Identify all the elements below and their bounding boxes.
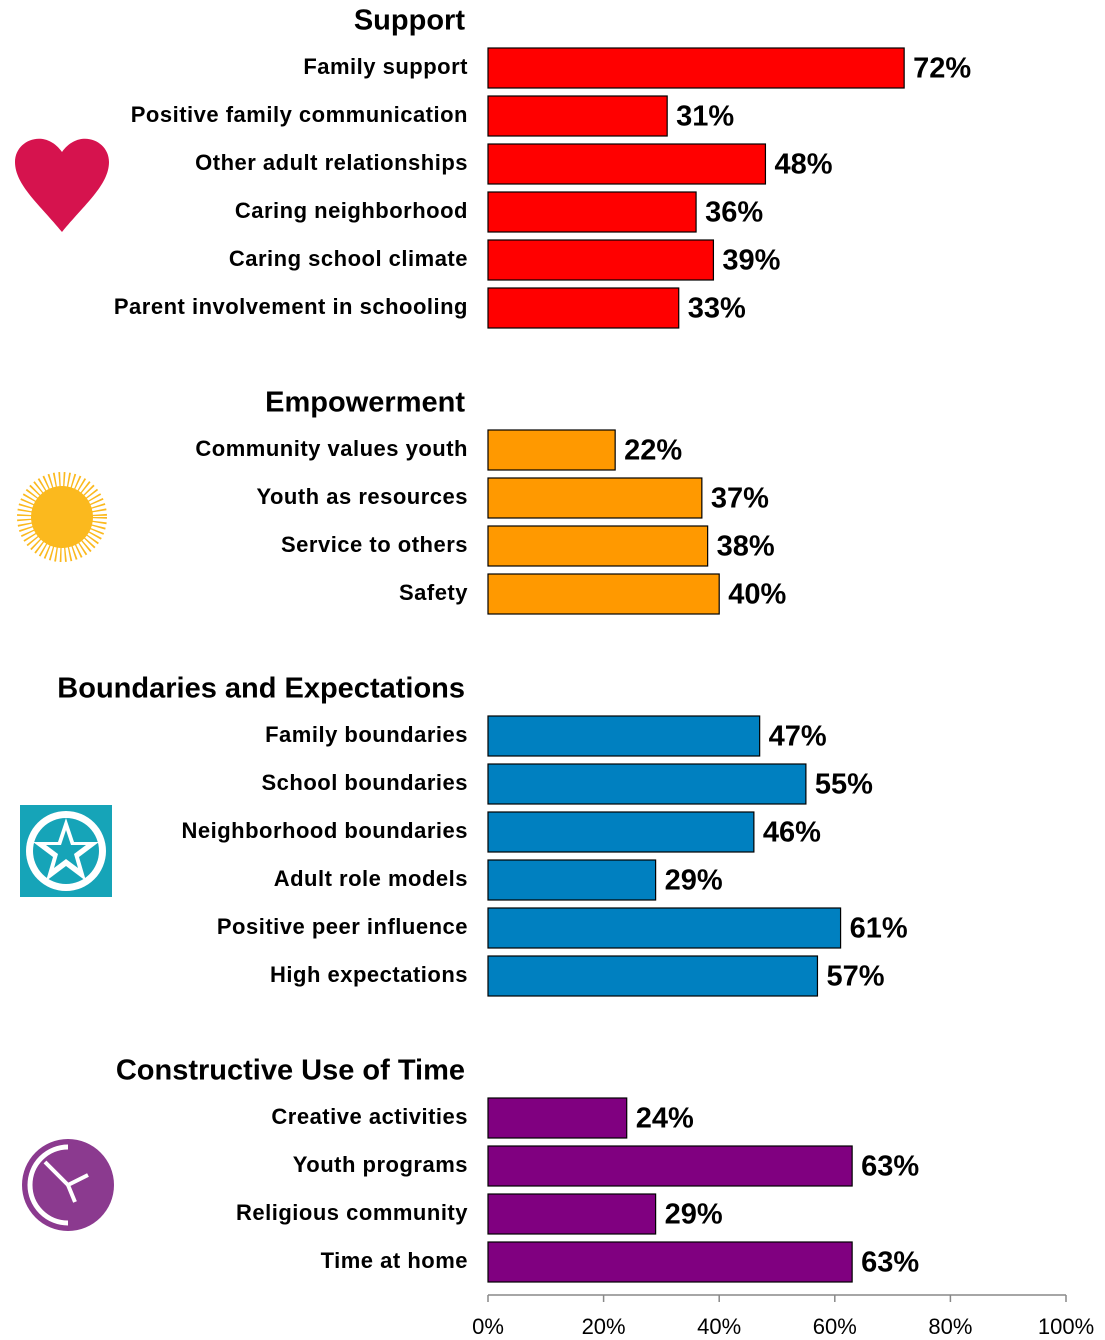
value-label: 36% (705, 197, 763, 229)
bar (487, 1097, 628, 1139)
bar (487, 811, 755, 853)
bar (487, 477, 703, 519)
value-label: 29% (665, 865, 723, 897)
category-label: Time at home (321, 1248, 468, 1273)
value-label: 63% (861, 1247, 919, 1279)
sun-icon (17, 472, 107, 562)
value-label: 39% (722, 245, 780, 277)
clock-icon (22, 1139, 114, 1231)
bar (487, 95, 668, 137)
category-label: Adult role models (274, 866, 468, 891)
x-tick-label: 0% (472, 1314, 504, 1339)
value-label: 24% (636, 1103, 694, 1135)
group-title: Constructive Use of Time (116, 1055, 465, 1087)
value-label: 31% (676, 101, 734, 133)
value-label: 37% (711, 483, 769, 515)
x-tick-label: 20% (582, 1314, 626, 1339)
value-label: 22% (624, 435, 682, 467)
category-label: Creative activities (271, 1104, 468, 1129)
x-tick-label: 80% (928, 1314, 972, 1339)
category-label: High expectations (270, 962, 468, 987)
value-label: 47% (769, 721, 827, 753)
bar (487, 763, 807, 805)
bar (487, 907, 842, 949)
value-label: 63% (861, 1151, 919, 1183)
value-label: 55% (815, 769, 873, 801)
bar (487, 1241, 853, 1283)
value-label: 46% (763, 817, 821, 849)
value-label: 57% (826, 961, 884, 993)
bar (487, 859, 657, 901)
bar (487, 47, 905, 89)
value-label: 38% (717, 531, 775, 563)
category-label: Family support (303, 54, 468, 79)
category-label: Positive peer influence (217, 914, 468, 939)
category-label: Positive family communication (131, 102, 468, 127)
bar (487, 573, 720, 615)
star-icon (20, 805, 112, 897)
bar (487, 287, 680, 329)
bar (487, 239, 715, 281)
value-label: 40% (728, 579, 786, 611)
category-label: Community values youth (195, 436, 468, 461)
category-label: School boundaries (261, 770, 468, 795)
bar (487, 955, 819, 997)
category-label: Religious community (236, 1200, 468, 1225)
group-title: Boundaries and Expectations (57, 673, 465, 705)
category-label: Parent involvement in schooling (114, 294, 468, 319)
category-label: Family boundaries (265, 722, 468, 747)
value-label: 29% (665, 1199, 723, 1231)
bar (487, 1193, 657, 1235)
x-tick-label: 40% (697, 1314, 741, 1339)
category-label: Youth as resources (256, 484, 468, 509)
bar (487, 143, 767, 185)
category-label: Safety (399, 580, 468, 605)
x-tick-label: 60% (813, 1314, 857, 1339)
category-label: Youth programs (293, 1152, 468, 1177)
bar (487, 429, 616, 471)
value-label: 48% (774, 149, 832, 181)
group-title: Empowerment (265, 387, 465, 419)
bar (487, 191, 697, 233)
bar (487, 525, 709, 567)
category-label: Other adult relationships (195, 150, 468, 175)
heart-icon (15, 138, 109, 232)
bar (487, 715, 761, 757)
category-label: Neighborhood boundaries (182, 818, 469, 843)
category-label: Caring school climate (229, 246, 468, 271)
bar (487, 1145, 853, 1187)
category-label: Caring neighborhood (235, 198, 468, 223)
x-tick-label: 100% (1038, 1314, 1094, 1339)
value-label: 61% (850, 913, 908, 945)
category-label: Service to others (281, 532, 468, 557)
value-label: 72% (913, 53, 971, 85)
group-title: Support (354, 5, 465, 37)
value-label: 33% (688, 293, 746, 325)
